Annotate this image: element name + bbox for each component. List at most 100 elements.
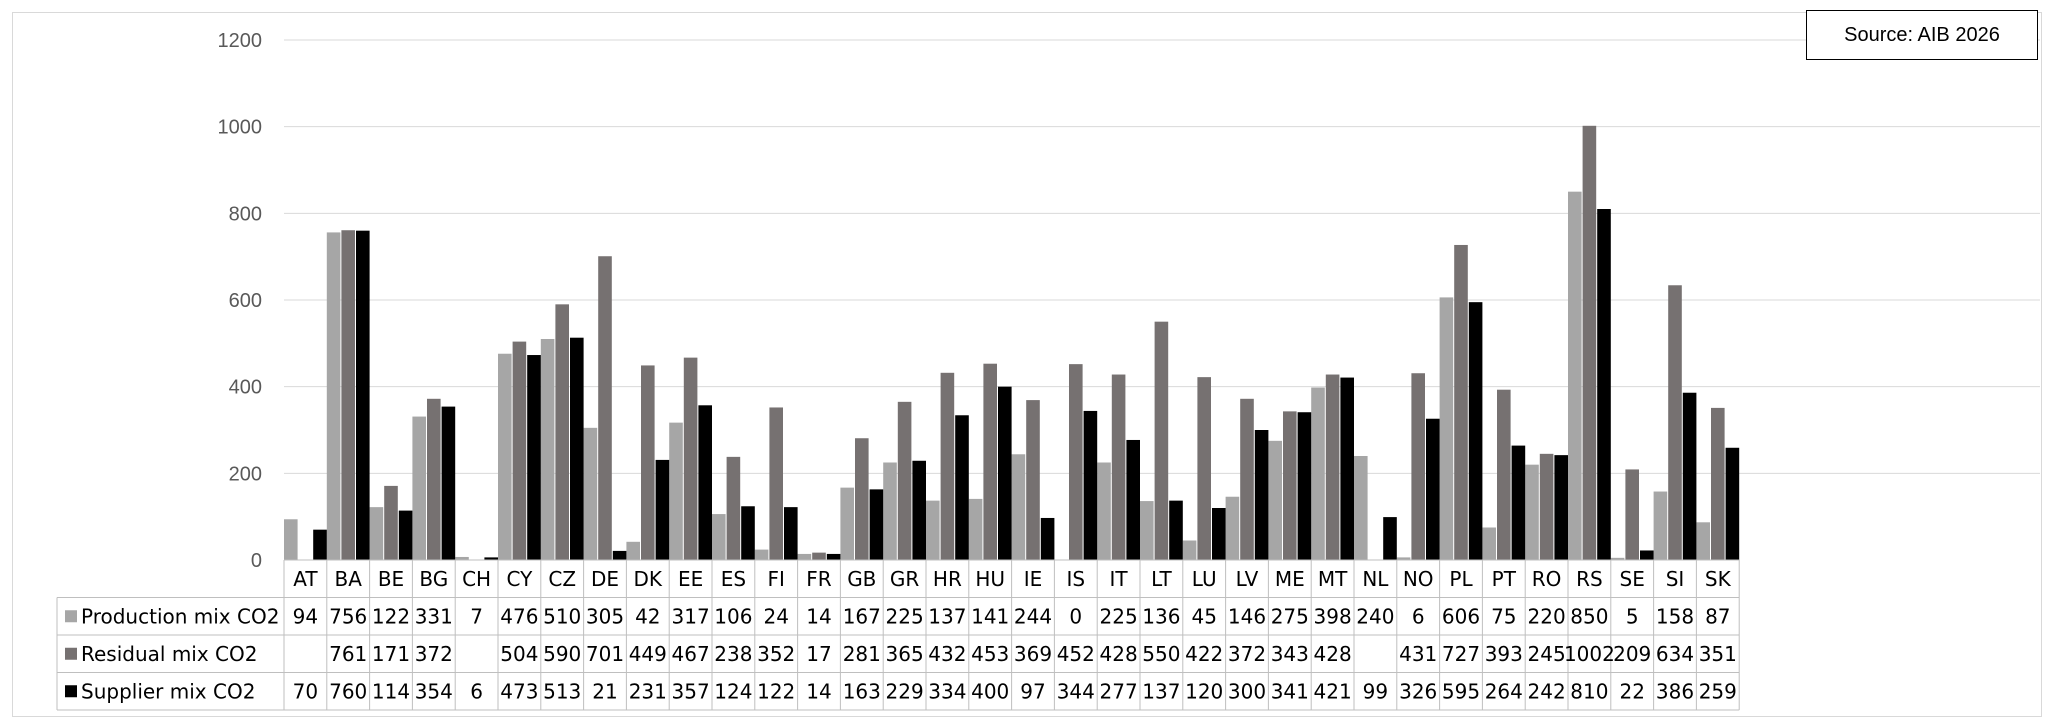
data-table-value: 259 <box>1699 679 1737 703</box>
category-label: PT <box>1492 567 1517 591</box>
bar-production <box>455 556 469 560</box>
bar-production <box>1354 456 1368 560</box>
category-label: FI <box>767 567 784 591</box>
category-label: FR <box>806 567 832 591</box>
bar-production <box>1011 454 1026 560</box>
data-table-value: 6 <box>470 679 483 703</box>
data-table-value: 5 <box>1626 604 1639 628</box>
data-table-value: 242 <box>1528 679 1566 703</box>
bar-production <box>712 514 726 560</box>
bar-supplier <box>912 460 926 560</box>
bar-supplier <box>527 355 541 560</box>
bar-residual <box>1539 453 1554 560</box>
data-table-value: 331 <box>415 604 453 628</box>
category-label: BE <box>378 567 404 591</box>
category-label: NO <box>1403 567 1434 591</box>
bar-residual <box>769 407 783 560</box>
data-table-value: 357 <box>672 679 710 703</box>
bar-residual <box>983 363 997 560</box>
bar-supplier <box>1169 500 1183 560</box>
bar-supplier <box>1640 550 1654 560</box>
bar-residual <box>384 485 398 560</box>
data-table-value: 106 <box>714 604 752 628</box>
data-table-value: 634 <box>1656 642 1694 666</box>
bar-residual <box>1111 374 1126 560</box>
data-table-value: 431 <box>1399 642 1437 666</box>
data-table-value: 504 <box>500 642 538 666</box>
data-table-value: 231 <box>629 679 667 703</box>
bar-residual <box>1026 400 1040 560</box>
bar-residual <box>555 304 569 560</box>
data-table-value: 510 <box>543 604 581 628</box>
data-table-value: 341 <box>1271 679 1309 703</box>
bar-supplier <box>784 507 798 560</box>
data-table-value: 400 <box>971 679 1009 703</box>
category-label: ES <box>721 567 746 591</box>
data-table-value: 473 <box>500 679 538 703</box>
bar-supplier <box>1383 517 1397 560</box>
bar-production <box>883 462 897 560</box>
data-table-value: 122 <box>757 679 795 703</box>
bar-supplier <box>1682 392 1697 560</box>
bar-supplier <box>1511 445 1526 560</box>
data-table-value: 244 <box>1014 604 1052 628</box>
data-table-value: 810 <box>1570 679 1608 703</box>
bar-production <box>669 422 683 560</box>
bar-production <box>1097 462 1111 560</box>
data-table-value: 245 <box>1528 642 1566 666</box>
data-table-value: 756 <box>329 604 367 628</box>
data-table-value: 94 <box>293 604 318 628</box>
data-table-value: 334 <box>928 679 966 703</box>
data-table-value: 432 <box>928 642 966 666</box>
bar-supplier <box>1083 410 1098 560</box>
category-label: ME <box>1275 567 1305 591</box>
legend-swatch <box>65 647 77 660</box>
category-label: PL <box>1449 567 1473 591</box>
series-label: Residual mix CO2 <box>81 642 257 666</box>
bar-supplier <box>1597 209 1611 560</box>
bar-supplier <box>741 506 755 560</box>
data-table-value: 7 <box>470 604 483 628</box>
data-table-value: 158 <box>1656 604 1694 628</box>
data-table-value: 70 <box>293 679 318 703</box>
category-label: HU <box>975 567 1005 591</box>
data-table-value: 24 <box>763 604 788 628</box>
category-label: CY <box>506 567 533 591</box>
bar-residual <box>1283 411 1297 560</box>
bar-production <box>1653 491 1668 560</box>
bar-supplier <box>955 415 969 560</box>
bar-production <box>1182 540 1197 560</box>
bar-production <box>583 427 598 560</box>
data-table-value: 513 <box>543 679 581 703</box>
data-table-value: 386 <box>1656 679 1694 703</box>
bar-production <box>1396 557 1411 560</box>
category-label: RS <box>1576 567 1603 591</box>
bar-production <box>1268 440 1282 560</box>
category-label: AT <box>293 567 318 591</box>
bar-residual <box>1711 407 1725 560</box>
bar-production <box>626 541 640 560</box>
bar-production <box>840 487 854 560</box>
bar-supplier <box>826 553 841 560</box>
bar-production <box>1439 297 1454 560</box>
bar-production <box>1610 557 1625 560</box>
y-tick-label: 600 <box>229 290 262 312</box>
data-table-value: 45 <box>1191 604 1216 628</box>
legend-swatch <box>65 610 77 623</box>
data-table-value: 225 <box>1100 604 1138 628</box>
bar-supplier <box>1468 302 1483 560</box>
bar-residual <box>897 401 912 560</box>
bar-supplier <box>612 550 627 560</box>
bar-residual <box>1625 469 1639 560</box>
data-table-value: 305 <box>586 604 624 628</box>
category-label: IE <box>1024 567 1043 591</box>
series-label: Production mix CO2 <box>81 604 279 628</box>
data-table-value: 99 <box>1363 679 1388 703</box>
bar-production <box>540 339 555 560</box>
bar-supplier <box>441 406 456 560</box>
category-label: IT <box>1110 567 1129 591</box>
data-table-value: 0 <box>1069 604 1082 628</box>
category-label: GR <box>890 567 919 591</box>
bar-supplier <box>1212 508 1226 560</box>
